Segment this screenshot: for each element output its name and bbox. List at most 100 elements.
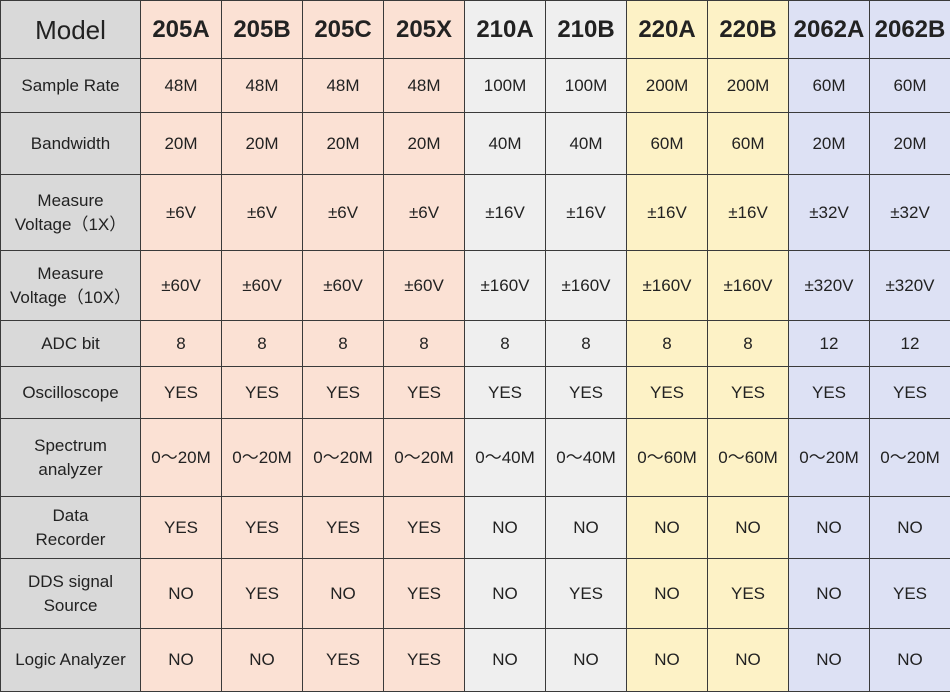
table-cell: YES bbox=[221, 558, 303, 629]
table-cell: YES bbox=[383, 496, 465, 559]
table-cell: ±6V bbox=[383, 174, 465, 251]
header-row: Model 205A 205B 205C 205X 210A 210B 220A 220B 206… bbox=[0, 0, 950, 59]
table-cell: ±320V bbox=[788, 250, 870, 321]
table-cell: ±16V bbox=[545, 174, 627, 251]
model-header-205x: 205X bbox=[383, 0, 465, 59]
table-cell: YES bbox=[383, 366, 465, 419]
table-cell: 8 bbox=[464, 320, 546, 367]
table-cell: 20M bbox=[221, 112, 303, 175]
table-cell: 12 bbox=[788, 320, 870, 367]
row-label: Measure Voltage（1X） bbox=[0, 174, 141, 251]
table-cell: ±32V bbox=[869, 174, 950, 251]
table-cell: 0～20M bbox=[302, 418, 384, 497]
model-header-205b: 205B bbox=[221, 0, 303, 59]
row-label: Bandwidth bbox=[0, 112, 141, 175]
table-cell: 200M bbox=[707, 58, 789, 113]
table-cell: ±160V bbox=[464, 250, 546, 321]
table-cell: ±16V bbox=[707, 174, 789, 251]
row-label: ADC bit bbox=[0, 320, 141, 367]
table-cell: 48M bbox=[302, 58, 384, 113]
table-cell: YES bbox=[464, 366, 546, 419]
table-cell: 20M bbox=[869, 112, 950, 175]
model-header-205a: 205A bbox=[140, 0, 222, 59]
table-cell: YES bbox=[869, 558, 950, 629]
table-cell: NO bbox=[788, 558, 870, 629]
table-cell: NO bbox=[545, 628, 627, 692]
table-row: Sample Rate 48M 48M 48M 48M 100M 100M 200M 200M 6… bbox=[0, 58, 950, 113]
header-model-label: Model bbox=[0, 0, 141, 59]
table-cell: NO bbox=[869, 628, 950, 692]
table-cell: ±60V bbox=[302, 250, 384, 321]
table-cell: 8 bbox=[626, 320, 708, 367]
table-cell: YES bbox=[545, 558, 627, 629]
table-cell: NO bbox=[626, 628, 708, 692]
table-cell: ±16V bbox=[464, 174, 546, 251]
table-cell: 48M bbox=[221, 58, 303, 113]
table-cell: NO bbox=[221, 628, 303, 692]
table-cell: 8 bbox=[140, 320, 222, 367]
table-row: Measure Voltage（10X） ±60V ±60V ±60V ±60V ±160… bbox=[0, 250, 950, 321]
table-cell: ±6V bbox=[221, 174, 303, 251]
table-cell: 0～20M bbox=[221, 418, 303, 497]
row-label: Spectrum analyzer bbox=[0, 418, 141, 497]
table-cell: 0～40M bbox=[464, 418, 546, 497]
table-cell: 0～60M bbox=[707, 418, 789, 497]
table-cell: 0～20M bbox=[140, 418, 222, 497]
model-header-210b: 210B bbox=[545, 0, 627, 59]
model-header-220b: 220B bbox=[707, 0, 789, 59]
table-row: Oscilloscope YES YES YES YES YES YES YES YES YES Y… bbox=[0, 366, 950, 419]
table-cell: YES bbox=[788, 366, 870, 419]
table-cell: 40M bbox=[545, 112, 627, 175]
table-row: ADC bit 8 8 8 8 8 8 8 8 12 12 bbox=[0, 320, 950, 367]
table-cell: 20M bbox=[383, 112, 465, 175]
table-cell: ±16V bbox=[626, 174, 708, 251]
table-cell: 48M bbox=[140, 58, 222, 113]
table-cell: NO bbox=[464, 628, 546, 692]
table-cell: NO bbox=[464, 496, 546, 559]
model-header-220a: 220A bbox=[626, 0, 708, 59]
table-row: DDS signal Source NO YES NO YES NO YES NO YES NO Y… bbox=[0, 558, 950, 629]
table-cell: 20M bbox=[788, 112, 870, 175]
table-row: Measure Voltage（1X） ±6V ±6V ±6V ±6V ±16V ±16V ±… bbox=[0, 174, 950, 251]
table-cell: NO bbox=[140, 628, 222, 692]
model-header-2062b: 2062B bbox=[869, 0, 950, 59]
table-cell: ±320V bbox=[869, 250, 950, 321]
table-cell: YES bbox=[140, 366, 222, 419]
model-header-205c: 205C bbox=[302, 0, 384, 59]
table-cell: ±160V bbox=[545, 250, 627, 321]
table-cell: 8 bbox=[221, 320, 303, 367]
model-header-210a: 210A bbox=[464, 0, 546, 59]
table-cell: 0～20M bbox=[869, 418, 950, 497]
table-cell: YES bbox=[707, 366, 789, 419]
table-cell: 100M bbox=[464, 58, 546, 113]
table-cell: NO bbox=[707, 628, 789, 692]
row-label: Logic Analyzer bbox=[0, 628, 141, 692]
table-cell: 60M bbox=[788, 58, 870, 113]
table-cell: NO bbox=[707, 496, 789, 559]
table-cell: 40M bbox=[464, 112, 546, 175]
table-cell: ±60V bbox=[383, 250, 465, 321]
table-cell: 0～20M bbox=[788, 418, 870, 497]
table-cell: NO bbox=[626, 558, 708, 629]
model-header-2062a: 2062A bbox=[788, 0, 870, 59]
table-cell: 8 bbox=[383, 320, 465, 367]
table-cell: NO bbox=[788, 628, 870, 692]
table-cell: NO bbox=[464, 558, 546, 629]
table-cell: YES bbox=[221, 366, 303, 419]
table-cell: 8 bbox=[545, 320, 627, 367]
table-cell: 60M bbox=[869, 58, 950, 113]
table-row: Bandwidth 20M 20M 20M 20M 40M 40M 60M 60M 20M 20M bbox=[0, 112, 950, 175]
table-cell: ±32V bbox=[788, 174, 870, 251]
table-cell: 8 bbox=[302, 320, 384, 367]
row-label: Measure Voltage（10X） bbox=[0, 250, 141, 321]
table-cell: ±60V bbox=[140, 250, 222, 321]
table-cell: 0～20M bbox=[383, 418, 465, 497]
table-cell: NO bbox=[545, 496, 627, 559]
table-cell: YES bbox=[626, 366, 708, 419]
table-cell: 20M bbox=[302, 112, 384, 175]
table-cell: 12 bbox=[869, 320, 950, 367]
table-cell: 0～60M bbox=[626, 418, 708, 497]
table-cell: 8 bbox=[707, 320, 789, 367]
table-cell: ±60V bbox=[221, 250, 303, 321]
table-cell: YES bbox=[302, 628, 384, 692]
